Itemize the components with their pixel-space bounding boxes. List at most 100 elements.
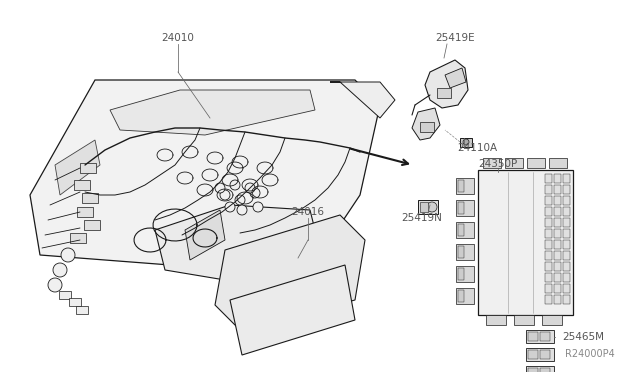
Bar [80, 163, 96, 173]
Text: 24016: 24016 [291, 207, 324, 217]
Bar [554, 284, 561, 293]
Bar [458, 268, 464, 280]
Bar [70, 233, 86, 243]
Bar [545, 218, 552, 227]
Bar [420, 202, 428, 212]
Polygon shape [445, 68, 466, 88]
Bar [458, 180, 464, 192]
Bar [563, 207, 570, 216]
Bar [563, 185, 570, 194]
Bar [458, 290, 464, 302]
Bar [458, 202, 464, 214]
Bar [456, 244, 474, 260]
Bar [554, 251, 561, 260]
Bar [456, 178, 474, 194]
Polygon shape [330, 82, 395, 118]
Circle shape [235, 195, 245, 205]
Circle shape [230, 180, 240, 190]
Bar [554, 174, 561, 183]
Bar [545, 284, 552, 293]
Bar [456, 222, 474, 238]
Bar [486, 315, 506, 325]
Bar [77, 207, 93, 217]
Circle shape [215, 183, 225, 193]
Bar [545, 251, 552, 260]
Bar [478, 170, 573, 315]
Bar [84, 220, 100, 230]
Bar [545, 240, 552, 249]
Bar [563, 240, 570, 249]
Text: 25419N: 25419N [401, 213, 442, 223]
Polygon shape [215, 215, 365, 330]
Text: 24010: 24010 [161, 33, 195, 43]
Bar [545, 196, 552, 205]
Bar [59, 291, 71, 299]
Circle shape [245, 183, 255, 193]
Circle shape [250, 188, 260, 198]
Circle shape [237, 205, 247, 215]
Bar [418, 200, 438, 214]
Bar [505, 158, 523, 168]
Bar [458, 224, 464, 236]
Bar [528, 350, 538, 359]
Bar [527, 158, 545, 168]
Polygon shape [185, 210, 225, 260]
Bar [545, 207, 552, 216]
Circle shape [253, 202, 263, 212]
Circle shape [427, 202, 437, 212]
Circle shape [225, 202, 235, 212]
Bar [526, 348, 554, 361]
Polygon shape [110, 90, 315, 135]
Bar [526, 366, 554, 372]
Bar [545, 185, 552, 194]
Bar [563, 174, 570, 183]
Polygon shape [230, 265, 355, 355]
Bar [563, 295, 570, 304]
Polygon shape [55, 140, 100, 195]
Bar [528, 368, 538, 372]
Bar [554, 218, 561, 227]
Bar [456, 288, 474, 304]
Text: 24110A: 24110A [457, 143, 497, 153]
Polygon shape [412, 108, 440, 140]
Bar [549, 158, 567, 168]
Bar [420, 122, 434, 132]
Bar [554, 240, 561, 249]
Circle shape [61, 248, 75, 262]
Bar [456, 200, 474, 216]
Bar [554, 273, 561, 282]
Bar [545, 273, 552, 282]
Bar [483, 158, 501, 168]
Bar [545, 295, 552, 304]
Bar [458, 246, 464, 258]
Bar [437, 88, 451, 98]
Bar [76, 306, 88, 314]
Bar [554, 262, 561, 271]
Bar [540, 332, 550, 341]
Bar [563, 273, 570, 282]
Bar [542, 315, 562, 325]
Bar [563, 284, 570, 293]
Bar [528, 332, 538, 341]
Text: 25465M: 25465M [562, 332, 604, 342]
Polygon shape [425, 60, 468, 108]
Bar [540, 350, 550, 359]
Bar [563, 262, 570, 271]
Text: R24000P4: R24000P4 [565, 349, 615, 359]
Bar [554, 185, 561, 194]
Circle shape [220, 190, 230, 200]
Text: 24350P: 24350P [478, 159, 518, 169]
Bar [554, 196, 561, 205]
Polygon shape [30, 80, 380, 265]
Bar [460, 138, 472, 147]
Bar [563, 229, 570, 238]
Bar [545, 229, 552, 238]
Text: 25419E: 25419E [435, 33, 475, 43]
Bar [74, 180, 90, 190]
Circle shape [48, 278, 62, 292]
Bar [563, 251, 570, 260]
Bar [69, 298, 81, 306]
Bar [545, 174, 552, 183]
Bar [526, 330, 554, 343]
Polygon shape [155, 205, 320, 290]
